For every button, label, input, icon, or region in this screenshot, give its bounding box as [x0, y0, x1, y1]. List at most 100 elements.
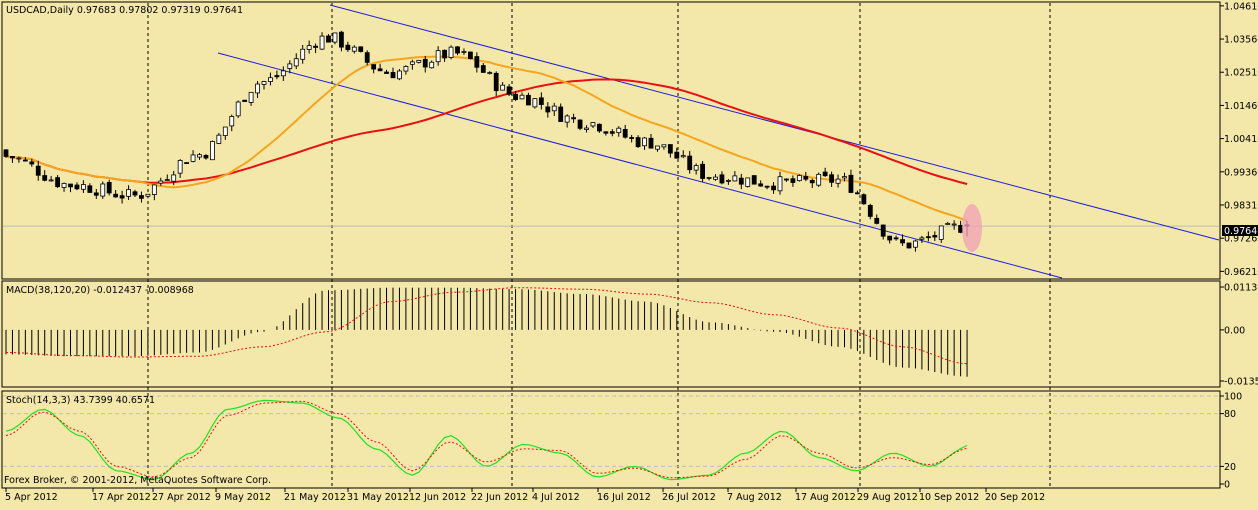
candle — [384, 69, 389, 74]
candle — [784, 178, 789, 182]
candle — [287, 60, 293, 74]
candle — [764, 185, 770, 190]
candle-body — [377, 68, 383, 72]
candle-body — [861, 194, 867, 205]
candle — [139, 191, 144, 203]
time-tick-label: 16 Jul 2012 — [597, 492, 651, 503]
macd-signal-line — [5, 287, 968, 365]
candle — [745, 177, 751, 188]
candle-body — [255, 83, 260, 94]
stoch-tick-label: 20 — [1224, 462, 1236, 473]
candle — [925, 231, 931, 242]
candle — [242, 99, 248, 102]
candle — [35, 160, 41, 181]
candle — [584, 125, 589, 133]
candle — [480, 63, 486, 73]
candle — [487, 71, 493, 75]
trend-channel[interactable] — [217, 4, 1220, 279]
candle-body — [803, 176, 809, 180]
candle — [648, 133, 654, 149]
candle — [861, 193, 867, 205]
candle-body — [674, 151, 680, 159]
candle — [371, 64, 377, 74]
candle — [280, 66, 286, 81]
candle-body — [10, 156, 15, 159]
candle-body — [951, 223, 957, 226]
candle — [835, 174, 841, 188]
candle — [855, 190, 860, 195]
candle-body — [809, 179, 815, 184]
candle — [422, 55, 428, 73]
candle-body — [751, 175, 757, 185]
candlesticks — [3, 30, 970, 252]
candle — [655, 145, 660, 152]
candle-body — [835, 178, 841, 184]
candle — [500, 82, 506, 91]
stoch-panel-title: Stoch(14,3,3) 43.7399 40.6571 — [6, 395, 155, 406]
time-tick-label: 31 May 2012 — [347, 492, 409, 503]
candle-body — [280, 70, 286, 77]
candle — [661, 144, 667, 150]
candle — [526, 92, 531, 106]
candle — [158, 177, 164, 186]
candle — [680, 150, 686, 159]
stoch-tick-label: 100 — [1224, 392, 1242, 403]
stoch-panel-frame — [1, 390, 1221, 489]
stoch-tick-label: 0 — [1224, 480, 1230, 491]
candle — [61, 182, 67, 192]
candle-body — [403, 66, 409, 72]
candle-body — [777, 176, 783, 192]
macd-panel-title: MACD(38,120,20) -0.012437 -0.008968 — [6, 285, 194, 296]
candle — [203, 154, 209, 160]
candle-body — [55, 177, 60, 188]
highlight-ellipse[interactable] — [962, 204, 982, 252]
candle-body — [209, 141, 215, 161]
candle-body — [190, 154, 196, 162]
candle-body — [513, 93, 518, 101]
candle — [145, 193, 151, 199]
candle — [893, 235, 899, 241]
macd-tick-label: 0.00 — [1224, 325, 1245, 336]
channel-lower-line — [217, 52, 1063, 279]
candle — [313, 43, 319, 54]
macd-signal — [5, 287, 968, 365]
candle-body — [467, 51, 473, 59]
candle-body — [126, 189, 131, 197]
candle — [738, 173, 744, 190]
candle-body — [268, 77, 273, 82]
candle-body — [887, 235, 893, 241]
candle-body — [164, 179, 170, 181]
price-tick-label: 1.02510 — [1224, 68, 1258, 79]
candle-body — [229, 116, 235, 127]
candle-body — [216, 134, 222, 144]
candle-body — [171, 174, 177, 182]
candle — [513, 90, 518, 101]
time-tick-label: 17 Aug 2012 — [795, 492, 856, 503]
candle — [100, 181, 106, 199]
candle — [938, 225, 944, 244]
price-tick-label: 1.03560 — [1224, 35, 1258, 46]
candle-body — [345, 44, 351, 51]
candle-body — [938, 225, 944, 240]
time-tick-label: 21 May 2012 — [284, 492, 346, 503]
candle — [197, 153, 202, 160]
candle — [506, 84, 512, 97]
candle — [700, 160, 705, 182]
copyright-text: Forex Broker, © 2001-2012, MetaQuotes So… — [4, 475, 271, 486]
candle-body — [68, 183, 73, 188]
time-tick-label: 17 Apr 2012 — [92, 492, 151, 503]
candle-body — [132, 191, 138, 196]
candle-body — [616, 127, 622, 133]
candle-body — [558, 106, 564, 122]
price-tick-label: 1.01460 — [1224, 101, 1258, 112]
candle — [751, 175, 757, 185]
candle — [597, 123, 602, 133]
candle-body — [738, 177, 744, 185]
candle — [590, 122, 596, 128]
candle — [338, 30, 344, 52]
candle-body — [274, 75, 280, 78]
stoch-tick-label: 80 — [1224, 409, 1236, 420]
candle-body — [667, 144, 673, 154]
